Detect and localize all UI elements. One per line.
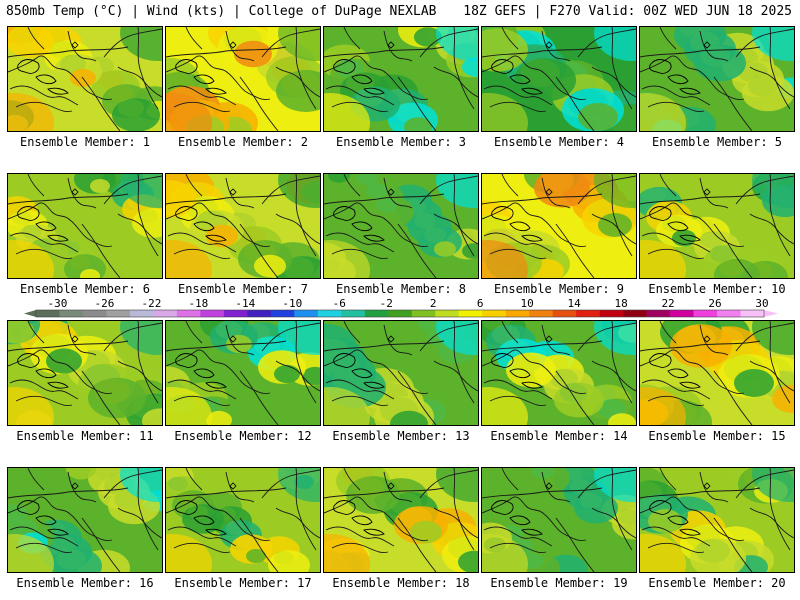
ensemble-member-label: Ensemble Member: 10 [648, 282, 786, 296]
colorbar-swatch [82, 310, 107, 317]
colorbar-tick-label: -14 [235, 297, 255, 310]
temperature-colorbar: -30-26-22-18-14-10-6-2261014182226303438… [24, 297, 778, 318]
colorbar-swatch [106, 310, 131, 317]
ensemble-member-label: Ensemble Member: 4 [493, 135, 625, 149]
colorbar-swatch [364, 310, 389, 317]
colorbar-swatch [200, 310, 225, 317]
ensemble-member-map [7, 26, 163, 132]
ensemble-member-label: Ensemble Member: 16 [16, 576, 154, 590]
colorbar-tick-label: -10 [282, 297, 302, 310]
ensemble-member-label: Ensemble Member: 11 [16, 429, 154, 443]
colorbar-swatch [670, 310, 694, 317]
colorbar-swatch [59, 310, 84, 317]
colorbar-swatch [223, 310, 248, 317]
colorbar-swatch [270, 310, 295, 317]
ensemble-member-label: Ensemble Member: 12 [174, 429, 312, 443]
colorbar-low-arrow [24, 310, 36, 317]
colorbar-swatch [435, 310, 460, 317]
ensemble-member-label: Ensemble Member: 7 [177, 282, 309, 296]
colorbar-swatch [740, 310, 765, 317]
ensemble-member-map [165, 26, 321, 132]
ensemble-member-map [639, 26, 795, 132]
colorbar-swatch [294, 310, 319, 317]
ensemble-member-map [165, 320, 321, 426]
ensemble-member-label: Ensemble Member: 14 [490, 429, 628, 443]
ensemble-member-label: Ensemble Member: 15 [648, 429, 786, 443]
colorbar-tick-label: -30 [48, 297, 68, 310]
colorbar-swatch [411, 310, 436, 317]
map-title: 850mb Temp (°C) | Wind (kts) | College o… [6, 4, 437, 19]
colorbar-tick-label: 30 [755, 297, 768, 310]
colorbar-swatch [505, 310, 530, 317]
ensemble-member-label: Ensemble Member: 9 [493, 282, 625, 296]
ensemble-member-label: Ensemble Member: 17 [174, 576, 312, 590]
ensemble-member-label: Ensemble Member: 2 [177, 135, 309, 149]
colorbar-swatch [599, 310, 624, 317]
ensemble-member-map [165, 173, 321, 279]
colorbar-tick-label: -22 [141, 297, 161, 310]
ensemble-member-map [481, 173, 637, 279]
ensemble-member-map [639, 173, 795, 279]
colorbar-tick-label: -2 [380, 297, 393, 310]
ensemble-member-map [639, 320, 795, 426]
ensemble-member-label: Ensemble Member: 1 [19, 135, 151, 149]
colorbar-swatch [247, 310, 272, 317]
ensemble-member-label: Ensemble Member: 13 [332, 429, 470, 443]
colorbar-swatch [623, 310, 647, 317]
ensemble-member-map [323, 467, 479, 573]
colorbar-tick-label: -18 [188, 297, 208, 310]
ensemble-member-map [639, 467, 795, 573]
ensemble-member-map [481, 467, 637, 573]
ensemble-member-map [481, 26, 637, 132]
colorbar-swatch [153, 310, 178, 317]
ensemble-member-label: Ensemble Member: 8 [335, 282, 467, 296]
colorbar-swatch [693, 310, 718, 317]
ensemble-member-map [7, 173, 163, 279]
ensemble-member-map [165, 467, 321, 573]
colorbar-tick-label: 14 [568, 297, 582, 310]
colorbar-swatch [129, 310, 154, 317]
ensemble-member-map [7, 320, 163, 426]
valid-time: 18Z GEFS | F270 Valid: 00Z WED JUN 18 20… [463, 4, 792, 19]
ensemble-member-label: Ensemble Member: 18 [332, 576, 470, 590]
colorbar-tick-label: 18 [614, 297, 627, 310]
ensemble-member-label: Ensemble Member: 5 [651, 135, 783, 149]
ensemble-member-map [323, 26, 479, 132]
ensemble-member-label: Ensemble Member: 3 [335, 135, 467, 149]
colorbar-high-arrow [764, 310, 778, 317]
colorbar-tick-label: -6 [333, 297, 346, 310]
colorbar-swatch [576, 310, 600, 317]
colorbar-swatch [176, 310, 201, 317]
ensemble-member-label: Ensemble Member: 20 [648, 576, 786, 590]
colorbar-tick-label: -26 [95, 297, 115, 310]
ensemble-member-map [7, 467, 163, 573]
colorbar-tick-label: 2 [430, 297, 437, 310]
colorbar-swatch [552, 310, 577, 317]
colorbar-swatch [646, 310, 671, 317]
colorbar-swatch [458, 310, 483, 317]
colorbar-tick-label: 22 [661, 297, 674, 310]
ensemble-member-map [481, 320, 637, 426]
colorbar-tick-label: 6 [477, 297, 484, 310]
ensemble-member-map [323, 173, 479, 279]
colorbar-swatch [341, 310, 366, 317]
colorbar-swatch [717, 310, 741, 317]
colorbar-swatch [482, 310, 506, 317]
colorbar-swatch [529, 310, 553, 317]
ensemble-member-map [323, 320, 479, 426]
colorbar-swatch [388, 310, 413, 317]
colorbar-tick-label: 10 [521, 297, 534, 310]
colorbar-swatch [36, 310, 60, 317]
ensemble-member-label: Ensemble Member: 6 [19, 282, 151, 296]
colorbar-swatch [317, 310, 342, 317]
colorbar-tick-label: 26 [708, 297, 721, 310]
ensemble-member-label: Ensemble Member: 19 [490, 576, 628, 590]
